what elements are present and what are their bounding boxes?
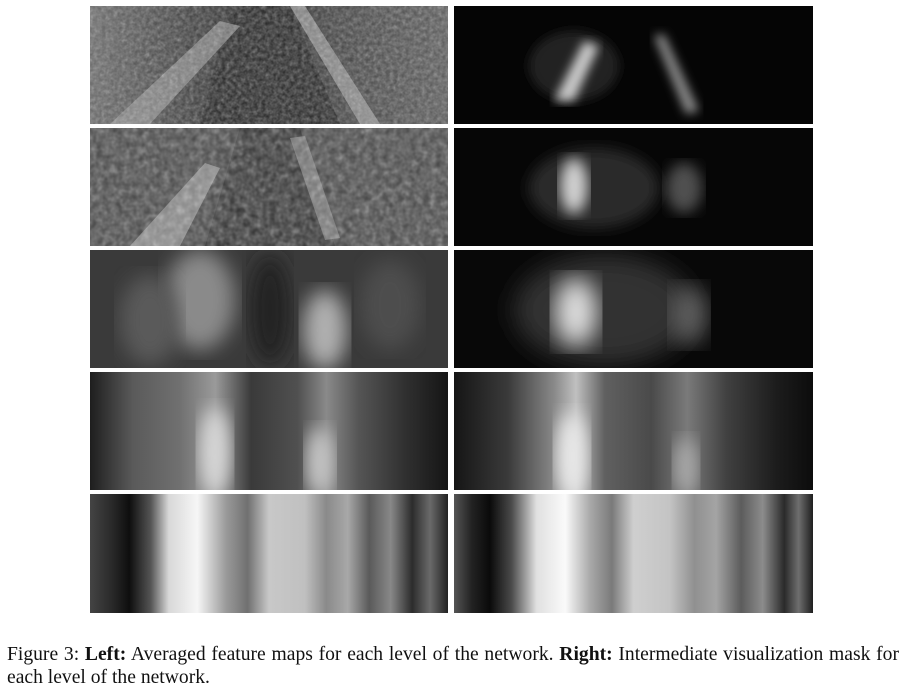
caption-right-text: Intermediate visualization mask for each…	[7, 644, 899, 688]
visualization-mask-level-5	[454, 494, 813, 613]
feature-map-level-4	[90, 372, 448, 490]
visualization-mask-level-1	[454, 6, 813, 124]
feature-map-level-2	[90, 128, 448, 246]
feature-map-level-3	[90, 250, 448, 368]
figure-grid	[90, 6, 813, 613]
visualization-mask-level-3	[454, 250, 813, 368]
visualization-mask-level-2	[454, 128, 813, 246]
caption-label: Figure 3:	[7, 644, 80, 665]
caption-left-label: Left:	[84, 644, 127, 665]
feature-map-level-1	[90, 6, 448, 124]
figure-caption: Figure 3: Left: Averaged feature maps fo…	[7, 643, 899, 689]
feature-map-level-5	[90, 494, 448, 613]
caption-left-text: Averaged feature maps for each level of …	[130, 644, 554, 665]
visualization-mask-level-4	[454, 372, 813, 490]
caption-right-label: Right:	[559, 644, 613, 665]
